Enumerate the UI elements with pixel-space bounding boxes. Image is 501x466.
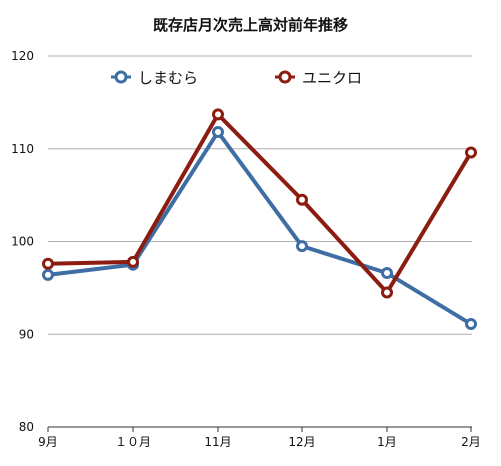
data-point — [465, 318, 477, 331]
x-tick-label: １０月 — [115, 435, 151, 449]
legend: しまむら ユニクロ — [111, 69, 362, 87]
grid-lines — [48, 55, 472, 335]
x-tick-labels: 9月 １０月 11月 12月 1月 2月 — [38, 435, 481, 449]
x-tick-label: 2月 — [461, 435, 481, 449]
legend-label: ユニクロ — [302, 69, 362, 87]
x-tick-label: 1月 — [377, 435, 397, 449]
x-tick-label: 11月 — [204, 435, 231, 449]
y-tick-label: 110 — [11, 142, 34, 156]
data-point — [127, 255, 139, 268]
legend-marker — [278, 70, 292, 84]
data-point — [381, 267, 393, 280]
data-point — [381, 286, 393, 299]
y-tick-labels: 80 90 100 110 120 — [11, 49, 34, 434]
series-lines — [42, 108, 477, 331]
x-tick-label: 12月 — [288, 435, 315, 449]
data-point — [212, 108, 224, 121]
data-point — [296, 240, 308, 253]
y-tick-label: 100 — [11, 235, 34, 249]
x-tick-label: 9月 — [38, 435, 58, 449]
legend-label: しまむら — [138, 69, 198, 87]
series-line — [46, 112, 473, 295]
data-point — [42, 268, 54, 281]
axes — [47, 426, 472, 432]
data-point — [465, 146, 477, 159]
y-tick-label: 90 — [19, 327, 34, 341]
data-point — [212, 126, 224, 139]
series-line — [46, 130, 473, 327]
data-point — [42, 257, 54, 270]
y-tick-label: 80 — [19, 420, 34, 434]
legend-marker — [114, 70, 128, 84]
data-point — [296, 193, 308, 206]
chart-title: 既存店月次売上高対前年推移 — [152, 16, 348, 34]
y-tick-label: 120 — [11, 49, 34, 63]
